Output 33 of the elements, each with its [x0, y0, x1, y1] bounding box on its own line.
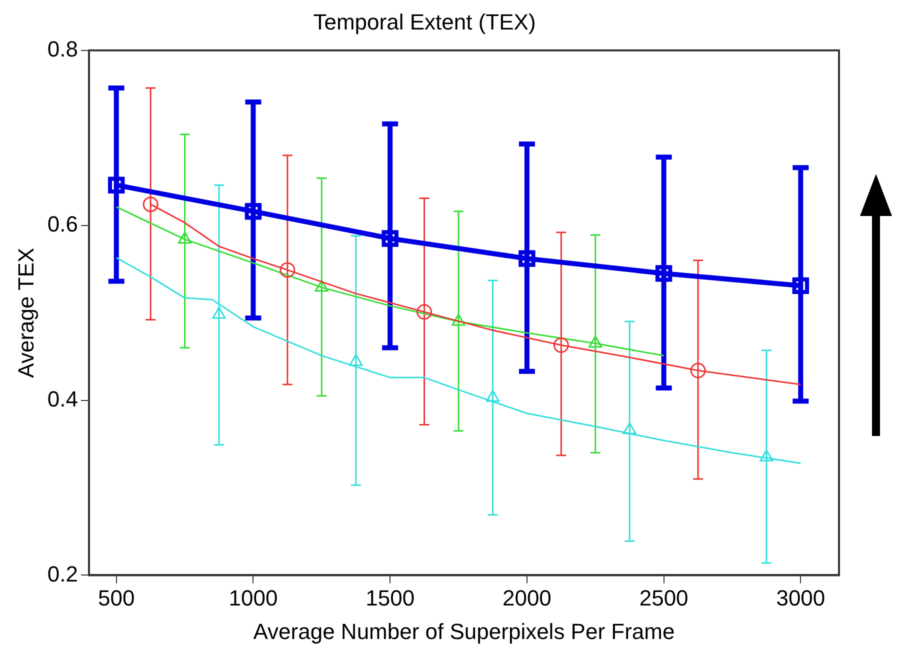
point [792, 277, 810, 294]
y-axis-title: Average TEX [13, 247, 38, 378]
point [212, 306, 226, 319]
point [314, 280, 328, 292]
point [622, 422, 636, 434]
point [382, 230, 398, 247]
point [553, 337, 569, 353]
x-tick-label: 1000 [228, 585, 278, 610]
point [178, 232, 192, 244]
y-tick-label: 0.6 [47, 211, 78, 236]
y-tick-label: 0.4 [47, 386, 78, 412]
x-tick-label: 500 [98, 585, 135, 610]
x-tick-label: 2000 [502, 585, 552, 610]
y-tick-label: 0.2 [47, 561, 78, 586]
point [244, 202, 262, 220]
x-tick-label: 1500 [366, 585, 415, 610]
point [416, 304, 432, 320]
x-tick-label: 2500 [639, 585, 688, 610]
point [142, 196, 158, 212]
point [108, 176, 125, 194]
x-tick-label: 3000 [776, 585, 826, 610]
point [588, 336, 602, 348]
chart-title: Temporal Extent (TEX) [313, 9, 536, 34]
y-tick-label: 0.8 [47, 36, 78, 62]
point [349, 354, 363, 366]
point [760, 449, 774, 462]
point [518, 250, 536, 267]
x-axis-title: Average Number of Superpixels Per Frame [253, 618, 675, 644]
point [655, 265, 672, 282]
point [690, 362, 706, 378]
point [452, 314, 466, 326]
point [486, 390, 500, 402]
point [280, 262, 296, 278]
